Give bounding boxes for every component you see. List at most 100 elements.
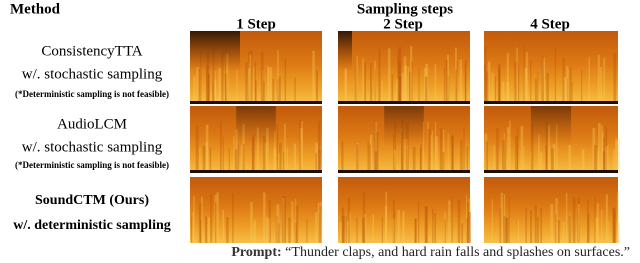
spectrogram-streak <box>268 218 270 243</box>
spectrogram-streak <box>372 214 374 243</box>
spectrogram-streak <box>250 50 253 104</box>
prompt: Prompt: “Thunder claps, and hard rain fa… <box>231 245 630 260</box>
spectrogram-streak <box>505 217 509 243</box>
spectrogram-streak <box>201 196 203 243</box>
spectrogram-streak <box>602 132 604 173</box>
spectrogram-streak <box>284 58 287 104</box>
spectrogram-streak <box>213 80 217 104</box>
spectrogram-streak <box>601 209 603 243</box>
spectrogram-streak <box>506 82 510 104</box>
spectrogram-streak <box>613 52 617 104</box>
spectrogram-streak <box>316 70 318 104</box>
spectrogram-streak <box>370 63 373 104</box>
spectrogram-streak <box>600 125 603 173</box>
spectrogram-streak <box>256 127 259 173</box>
spectrogram-streak <box>530 210 533 243</box>
spectrogram-streak <box>397 50 400 104</box>
spectrogram-streak <box>503 133 506 173</box>
spectrogram-streak <box>545 121 548 173</box>
spectrogram-streak <box>435 136 439 173</box>
spectrogram-streak <box>516 47 518 104</box>
spectrogram-streak <box>498 64 501 104</box>
spectrogram-streak <box>266 216 269 243</box>
spectrogram-streak <box>315 152 317 173</box>
spectrogram-streak <box>275 215 279 243</box>
spectrogram <box>484 31 618 104</box>
spectrogram-streak <box>247 51 250 104</box>
spectrogram-streak <box>374 60 376 104</box>
spectrogram-streak <box>214 71 216 104</box>
spectrogram-streak <box>485 73 487 104</box>
spectrogram-streak <box>252 135 255 173</box>
spectrogram-streak <box>354 55 358 104</box>
spectrogram-streak <box>598 123 601 173</box>
spectrogram-streak <box>571 81 573 104</box>
spectrogram-streak <box>356 144 359 173</box>
spectrogram-streak <box>242 143 245 173</box>
spectrogram-streak <box>545 145 547 173</box>
spectrogram-streak <box>277 50 279 104</box>
spectrogram-streak <box>212 46 215 104</box>
spectrogram-streak <box>319 152 321 173</box>
spectrogram-streak <box>347 197 351 243</box>
spectrogram-streak <box>451 196 453 243</box>
spectrogram-streak <box>356 217 358 243</box>
spectrogram-streak <box>493 145 495 173</box>
spectrogram-streak <box>320 201 323 243</box>
spectrogram-streak <box>405 139 408 173</box>
spectrogram-streak <box>556 222 558 243</box>
spectrogram-streak <box>509 120 511 173</box>
spectrogram-bg <box>484 31 618 104</box>
spectrogram-streak <box>355 55 358 104</box>
spectrogram-streak <box>318 150 322 173</box>
spectrogram <box>338 177 472 243</box>
spectrogram-streak <box>341 141 344 173</box>
spectrogram-streak <box>391 74 394 104</box>
spectrogram-streak <box>494 76 497 104</box>
spectrogram-streak <box>262 70 264 104</box>
spectrogram-streak <box>570 219 572 243</box>
spectrogram-streak <box>266 127 269 173</box>
spectrogram-streak <box>486 70 489 104</box>
spectrogram-streak <box>496 128 499 173</box>
spectrogram-streak <box>263 135 266 173</box>
spectrogram-streak <box>439 128 443 173</box>
spectrogram-streak <box>612 208 616 243</box>
row-name: AudioLCM <box>57 116 127 132</box>
spectrogram-streak <box>205 216 208 243</box>
spectrogram-streak <box>420 144 423 173</box>
dark-region <box>384 106 424 147</box>
spectrogram <box>484 177 620 243</box>
spectrogram-streak <box>267 67 270 104</box>
spectrogram-streak <box>278 76 281 104</box>
spectrogram-streak <box>344 69 347 104</box>
spectrogram-streak <box>339 222 342 243</box>
row-note: (*Deterministic sampling is not feasible… <box>15 89 169 99</box>
dark-region <box>530 106 572 147</box>
top-band <box>190 170 322 173</box>
spectrogram-streak <box>456 61 458 104</box>
spectrogram-streak <box>461 223 464 243</box>
spectrogram-streak <box>592 128 596 173</box>
spectrogram-streak <box>195 126 199 173</box>
spectrogram-streak <box>397 210 400 243</box>
spectrogram-streak <box>431 134 433 173</box>
spectrogram-streak <box>398 61 401 104</box>
spectrogram-streak <box>387 48 391 104</box>
spectrogram-streak <box>530 123 534 173</box>
spectrograms <box>190 31 620 243</box>
top-band <box>484 101 618 104</box>
spectrogram-streak <box>538 134 540 173</box>
spectrogram-streak <box>568 145 571 173</box>
spectrogram-streak <box>460 139 463 173</box>
spectrogram-streak <box>425 76 428 104</box>
spectrogram-streak <box>425 206 428 243</box>
spectrogram-streak <box>264 143 267 173</box>
spectrogram-streak <box>499 208 502 243</box>
spectrogram-streak <box>234 149 238 173</box>
spectrogram-streak <box>455 69 457 104</box>
spectrogram-streak <box>378 49 381 104</box>
spectrogram-streak <box>451 136 454 173</box>
dark-region <box>338 31 352 72</box>
top-band <box>190 101 322 104</box>
